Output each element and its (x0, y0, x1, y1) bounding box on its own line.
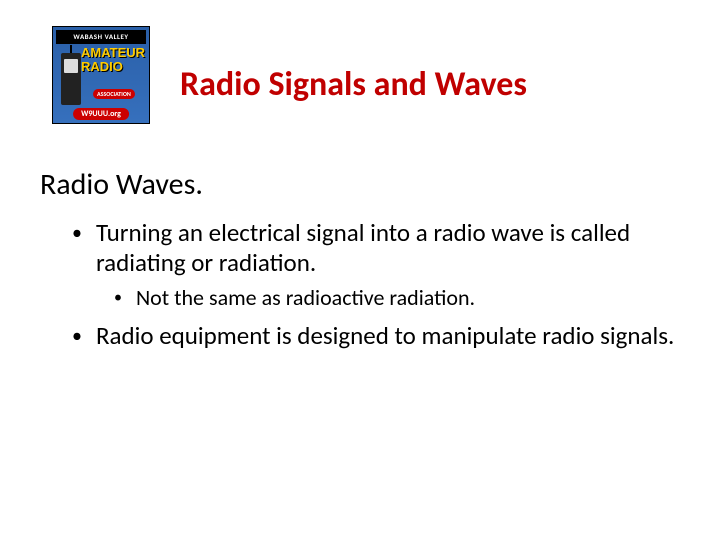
logo-line2: RADIO (81, 60, 145, 74)
logo-association-text: ASSOCIATION (93, 89, 135, 99)
logo-line1: AMATEUR (81, 46, 145, 60)
bullet-marker: • (72, 218, 82, 277)
logo-callsign: W9UUU.org (73, 108, 129, 120)
logo-banner-text: WABASH VALLEY (56, 30, 146, 44)
bullet-marker: • (114, 285, 122, 311)
logo-main-text: AMATEUR RADIO (81, 46, 145, 73)
slide-title: Radio Signals and Waves (180, 64, 527, 105)
bullet-text: Not the same as radioactive radiation. (136, 285, 475, 311)
bullet-content: • Turning an electrical signal into a ra… (72, 218, 680, 355)
bullet-text: Turning an electrical signal into a radi… (96, 218, 680, 277)
bullet-marker: • (72, 321, 82, 351)
section-heading: Radio Waves. (40, 166, 203, 203)
bullet-text: Radio equipment is designed to manipulat… (96, 321, 674, 351)
club-logo: WABASH VALLEY AMATEUR RADIO ASSOCIATION … (52, 26, 150, 124)
bullet-item: • Not the same as radioactive radiation. (114, 285, 680, 311)
handheld-radio-icon (61, 53, 81, 105)
bullet-item: • Radio equipment is designed to manipul… (72, 321, 680, 351)
bullet-item: • Turning an electrical signal into a ra… (72, 218, 680, 277)
